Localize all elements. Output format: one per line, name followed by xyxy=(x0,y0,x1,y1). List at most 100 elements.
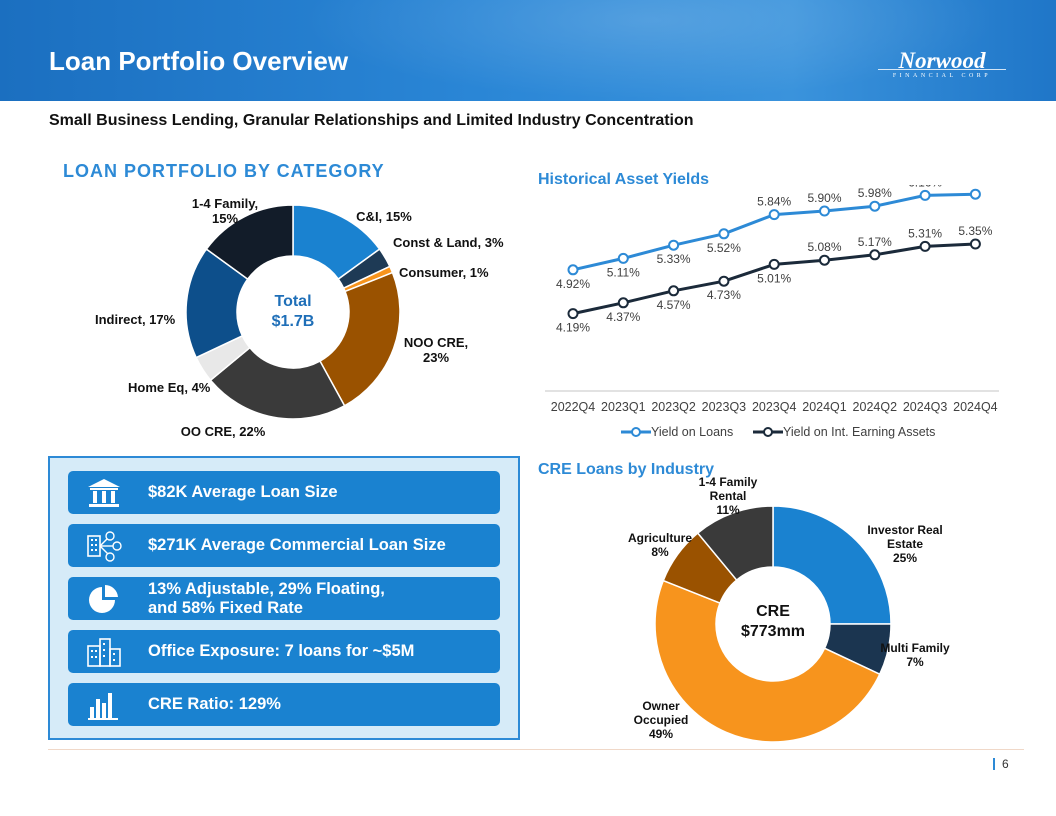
slice-1-4-family-15 xyxy=(205,204,294,281)
point-yield-on-loans-2022q4 xyxy=(567,264,579,276)
bank-icon xyxy=(88,479,120,507)
slide-subtitle: Small Business Lending, Granular Relatio… xyxy=(49,112,694,129)
fact-text: CRE Ratio: 129% xyxy=(148,695,281,713)
pie1-label-noo-cre-23: NOO CRE, 23% xyxy=(404,335,468,365)
x-tick-2023q3: 2023Q3 xyxy=(702,400,747,414)
point-yield-on-loans-2024q2 xyxy=(869,200,881,212)
data-label-yield-on-int-earning-assets-2023q2: 4.57% xyxy=(657,298,691,312)
data-label-yield-on-int-earning-assets-2023q3: 4.73% xyxy=(707,288,741,302)
slice-1-4-family-rental-11 xyxy=(696,505,774,582)
pie1-label-const-land-3: Const & Land, 3% xyxy=(393,235,504,250)
header-banner: Loan Portfolio Overview Norwood FINANCIA… xyxy=(0,0,1056,101)
fact-office-exposure: Office Exposure: 7 loans for ~$5M xyxy=(68,630,500,673)
x-tick-2023q4: 2023Q4 xyxy=(752,400,797,414)
network-icon xyxy=(87,531,122,562)
point-yield-on-int-earning-assets-2024q1 xyxy=(819,254,830,266)
pie2-label-investor-real-estate-25: Investor Real Estate 25% xyxy=(867,523,942,565)
pie1-label-1-4-family-15: 1-4 Family, 15% xyxy=(192,196,258,226)
pie1-label-indirect-17: Indirect, 17% xyxy=(95,312,176,327)
point-yield-on-int-earning-assets-2022q4 xyxy=(567,308,579,320)
pie2-center-amount: $773mm xyxy=(741,623,805,640)
legend-item-yield-on-int-earning-assets: Yield on Int. Earning Assets xyxy=(753,425,935,439)
data-label-yield-on-int-earning-assets-2023q4: 5.01% xyxy=(757,271,791,285)
pie2-label-1-4-family-rental-11: 1-4 Family Rental 11% xyxy=(699,475,758,517)
fact-text: $271K Average Commercial Loan Size xyxy=(148,536,446,554)
footer-divider xyxy=(48,749,1024,750)
point-yield-on-int-earning-assets-2023q2 xyxy=(668,285,680,297)
fact-text-line-1: 13% Adjustable, 29% Floating, xyxy=(148,579,385,598)
point-yield-on-loans-2024q4 xyxy=(969,188,981,200)
x-tick-2024q2: 2024Q2 xyxy=(853,400,898,414)
data-label-yield-on-loans-2023q2: 5.33% xyxy=(657,252,691,266)
pie1-label-home-eq-4: Home Eq, 4% xyxy=(128,380,211,395)
fact-average-loan-size: $82K Average Loan Size xyxy=(68,471,500,514)
data-label-yield-on-int-earning-assets-2024q3: 5.31% xyxy=(908,226,942,240)
fact-text: $82K Average Loan Size xyxy=(148,483,338,501)
x-tick-2024q4: 2024Q4 xyxy=(953,400,998,414)
point-yield-on-int-earning-assets-2023q1 xyxy=(617,297,629,309)
bar-chart-icon xyxy=(88,693,118,720)
legend-item-yield-on-loans: Yield on Loans xyxy=(621,425,733,439)
data-label-yield-on-int-earning-assets-2024q2: 5.17% xyxy=(858,235,892,249)
key-facts-panel: $82K Average Loan Size $271K Average Com… xyxy=(48,456,520,740)
slice-noo-cre-23 xyxy=(318,271,401,407)
data-label-yield-on-int-earning-assets-2023q1: 4.37% xyxy=(606,310,640,324)
pie1-label-consumer-1: Consumer, 1% xyxy=(399,265,489,280)
point-yield-on-loans-2024q1 xyxy=(819,205,830,217)
cre-industry-title: CRE Loans by Industry xyxy=(538,461,715,478)
data-label-yield-on-loans-2023q3: 5.52% xyxy=(707,241,741,255)
point-yield-on-loans-2023q2 xyxy=(668,239,680,251)
point-yield-on-loans-2023q3 xyxy=(718,228,730,240)
data-label-yield-on-int-earning-assets-2022q4: 4.19% xyxy=(556,321,590,335)
cre-industry-donut-chart: CRE $773mm Investor Real Estate 25% Multi F… xyxy=(628,475,950,743)
legend-marker xyxy=(763,427,773,437)
pie2-label-agriculture-8: Agriculture 8% xyxy=(628,531,692,559)
point-yield-on-int-earning-assets-2024q4 xyxy=(969,238,981,250)
fact-cre-ratio: CRE Ratio: 129% xyxy=(68,683,500,726)
x-tick-2023q2: 2023Q2 xyxy=(651,400,696,414)
point-yield-on-int-earning-assets-2024q2 xyxy=(869,249,881,261)
x-tick-2023q1: 2023Q1 xyxy=(601,400,646,414)
fact-rate-mix: 13% Adjustable, 29% Floating, and 58% Fi… xyxy=(68,577,500,620)
fact-text: Office Exposure: 7 loans for ~$5M xyxy=(148,642,415,660)
point-yield-on-loans-2024q3 xyxy=(919,189,931,201)
data-label-yield-on-loans-2024q1: 5.90% xyxy=(807,191,841,205)
loan-portfolio-title: LOAN PORTFOLIO BY CATEGORY xyxy=(63,161,385,181)
page-number: 6 xyxy=(1002,757,1009,771)
pie1-center-amount: $1.7B xyxy=(272,313,315,330)
asset-yields-line-chart: 4.92% 5.11% 5.33% 5.52% 5.84% 5.90% 5.98% 6.16%… xyxy=(545,185,999,439)
fact-text-line-2: and 58% Fixed Rate xyxy=(148,598,303,617)
data-label-yield-on-loans-2024q4: 6.18% xyxy=(958,185,992,188)
page-number-marker xyxy=(993,758,995,770)
pie1-label-c-i-15: C&I, 15% xyxy=(356,209,412,224)
data-label-yield-on-loans-2024q3: 6.16% xyxy=(908,185,942,189)
fact-commercial-loan-size: $271K Average Commercial Loan Size xyxy=(68,524,500,567)
point-yield-on-int-earning-assets-2023q4 xyxy=(768,258,780,270)
x-tick-2024q1: 2024Q1 xyxy=(802,400,847,414)
slice-owner-occupied-49 xyxy=(654,579,881,743)
header-sheen xyxy=(300,0,1000,100)
data-label-yield-on-int-earning-assets-2024q1: 5.08% xyxy=(807,240,841,254)
data-label-yield-on-loans-2024q2: 5.98% xyxy=(858,186,892,200)
fact-text: 13% Adjustable, 29% Floating, and 58% Fi… xyxy=(148,580,385,618)
pie-chart-icon xyxy=(89,584,118,613)
pie1-label-oo-cre-22: OO CRE, 22% xyxy=(181,424,266,439)
data-label-yield-on-loans-2022q4: 4.92% xyxy=(556,277,590,291)
data-label-yield-on-loans-2023q4: 5.84% xyxy=(757,195,791,209)
logo-main-text: Norwood xyxy=(898,50,986,73)
data-label-yield-on-loans-2023q1: 5.11% xyxy=(607,265,640,279)
legend-label: Yield on Loans xyxy=(651,425,733,439)
logo-sub-text: FINANCIAL CORP xyxy=(893,73,991,79)
legend-label: Yield on Int. Earning Assets xyxy=(783,425,935,439)
norwood-logo: Norwood FINANCIAL CORP xyxy=(878,50,1006,79)
loan-portfolio-donut-chart: Total $1.7B C&I, 15% Const & Land, 3% Cons… xyxy=(95,196,504,439)
slice-oo-cre-22 xyxy=(209,346,346,420)
asset-yields-title: Historical Asset Yields xyxy=(538,171,710,188)
data-label-yield-on-int-earning-assets-2024q4: 5.35% xyxy=(958,224,992,238)
pie1-center-total: Total xyxy=(274,293,311,310)
point-yield-on-int-earning-assets-2023q3 xyxy=(718,275,730,287)
point-yield-on-loans-2023q4 xyxy=(768,209,780,221)
office-building-icon xyxy=(87,638,121,667)
slice-investor-real-estate-25 xyxy=(772,505,892,625)
point-yield-on-int-earning-assets-2024q3 xyxy=(919,240,931,252)
